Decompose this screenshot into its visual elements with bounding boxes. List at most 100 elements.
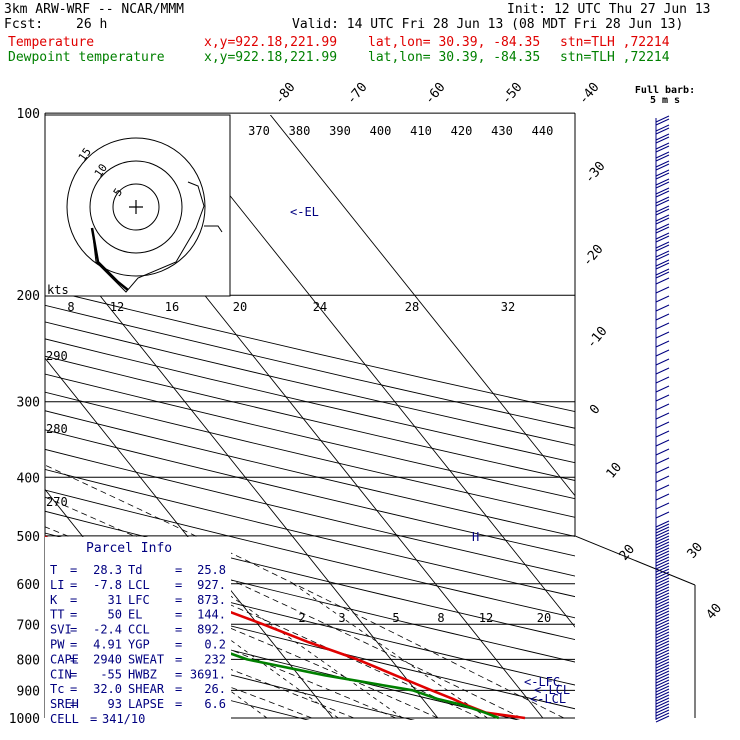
wind-barb [655, 358, 670, 366]
wind-barb [655, 277, 670, 285]
mixing-ratio-label: 8 [67, 300, 74, 314]
temperature-latlon: lat,lon= 30.39, -84.35 [368, 35, 541, 50]
parcel-param-value: 232 [204, 652, 226, 666]
parcel-param-value: 0.2 [204, 638, 226, 652]
el-annotation: <-EL [290, 205, 319, 219]
parcel-param-label: LI [50, 578, 64, 592]
wind-barb [655, 259, 670, 270]
temperature-tick-label: -70 [344, 80, 371, 108]
parcel-param-label: TT [50, 608, 64, 622]
pressure-tick-label: 900 [17, 684, 40, 699]
parcel-param-value: 873. [197, 593, 226, 607]
wind-barb [655, 610, 670, 624]
dry-adiabat-line [45, 448, 575, 577]
theta-e-label: 380 [289, 124, 311, 138]
dry-adiabat-line [45, 489, 575, 619]
wind-barb [655, 322, 670, 330]
wind-barb [655, 556, 670, 570]
pressure-tick-label: 100 [17, 107, 40, 122]
dewpoint-latlon: lat,lon= 30.39, -84.35 [368, 50, 541, 65]
pressure-tick-label: 400 [17, 471, 40, 486]
dry-adiabat-line [45, 578, 575, 710]
parcel-param-label: HWBZ [128, 667, 157, 681]
hodograph-tail-trace [204, 225, 223, 233]
parcel-param-equals: = [175, 638, 182, 652]
temperature-tick-label: 30 [685, 540, 707, 562]
parcel-param-label: LAPSE [128, 697, 164, 711]
hodograph-units-label: kts [47, 283, 69, 297]
wind-barb [655, 475, 670, 483]
parcel-param-equals: = [175, 697, 182, 711]
parcel-param-label: SREH [50, 697, 79, 711]
wind-barb [655, 691, 670, 705]
wind-barb [655, 412, 670, 420]
mixing-ratio-label: 20 [233, 300, 247, 314]
wind-barb [655, 268, 670, 279]
wind-barb [655, 160, 670, 171]
temperature-tick-label: -30 [582, 159, 609, 187]
theta-e-label: 440 [532, 124, 554, 138]
forecast-label: Fcst: [4, 17, 44, 32]
wind-barb [655, 457, 670, 465]
hodograph-ring [89, 160, 183, 254]
mixing-ratio-label: 24 [313, 300, 327, 314]
theta-e-label: 390 [329, 124, 351, 138]
wind-barb [655, 547, 670, 561]
parcel-param-label: T [50, 563, 57, 577]
parcel-param-equals: = [175, 682, 182, 696]
parcel-param-value: 144. [197, 608, 226, 622]
dewpoint-legend: Dewpoint temperature [8, 50, 165, 65]
hodograph-ring [66, 137, 206, 277]
forecast-hour: 26 h [76, 17, 108, 32]
dry-adiabat-line [45, 468, 575, 598]
isotherm-line [45, 226, 439, 719]
mixing-ratio-label: 2 [298, 611, 305, 625]
mixing-ratio-label: 5 [392, 611, 399, 625]
parcel-cell-label: CELL [50, 712, 79, 726]
mixing-ratio-label: 3 [338, 611, 345, 625]
wind-barb [655, 250, 670, 261]
wind-barb [655, 529, 670, 543]
wind-barb [655, 313, 670, 321]
pressure-tick-label: 1000 [9, 712, 40, 727]
parcel-param-value: 2940 [93, 652, 122, 666]
temperature-xy: x,y=922.18,221.99 [204, 35, 338, 50]
wind-barb [655, 655, 670, 669]
theta-label: 270 [46, 495, 68, 509]
parcel-param-equals: = [70, 667, 77, 681]
mixing-ratio-label: 12 [479, 611, 493, 625]
parcel-param-value: 25.8 [197, 563, 226, 577]
temperature-tick-label: -50 [499, 80, 526, 108]
wind-barb [655, 223, 670, 234]
hodograph-thin-trace [91, 181, 205, 293]
wind-barb [655, 115, 670, 126]
wind-barb [655, 601, 670, 615]
temperature-tick-label: 0 [587, 402, 604, 418]
wind-barb [655, 511, 670, 519]
wind-barb [655, 520, 670, 534]
parcel-param-label: CIN [50, 667, 72, 681]
wind-barb [655, 349, 670, 357]
wind-barb [655, 628, 670, 642]
wind-barb [655, 646, 670, 660]
wind-barb [655, 574, 670, 588]
wind-barb [655, 124, 670, 135]
pressure-tick-label: 200 [17, 289, 40, 304]
h-annotation: H [472, 530, 479, 544]
wind-barb [655, 682, 670, 696]
parcel-param-equals: = [70, 697, 77, 711]
pressure-tick-label: 600 [17, 578, 40, 593]
wind-barb [655, 367, 670, 375]
mixing-ratio-label: 32 [501, 300, 515, 314]
wind-barb [655, 394, 670, 402]
parcel-param-equals: = [175, 608, 182, 622]
parcel-param-value: 50 [108, 608, 122, 622]
model-title: 3km ARW-WRF -- NCAR/MMM [4, 2, 185, 17]
mixing-ratio-label: 12 [110, 300, 124, 314]
wind-barb [655, 673, 670, 687]
hodograph-ring-label: 10 [92, 161, 110, 179]
wind-barb [655, 619, 670, 633]
wind-barb [655, 664, 670, 678]
dry-adiabat-line [45, 355, 575, 481]
